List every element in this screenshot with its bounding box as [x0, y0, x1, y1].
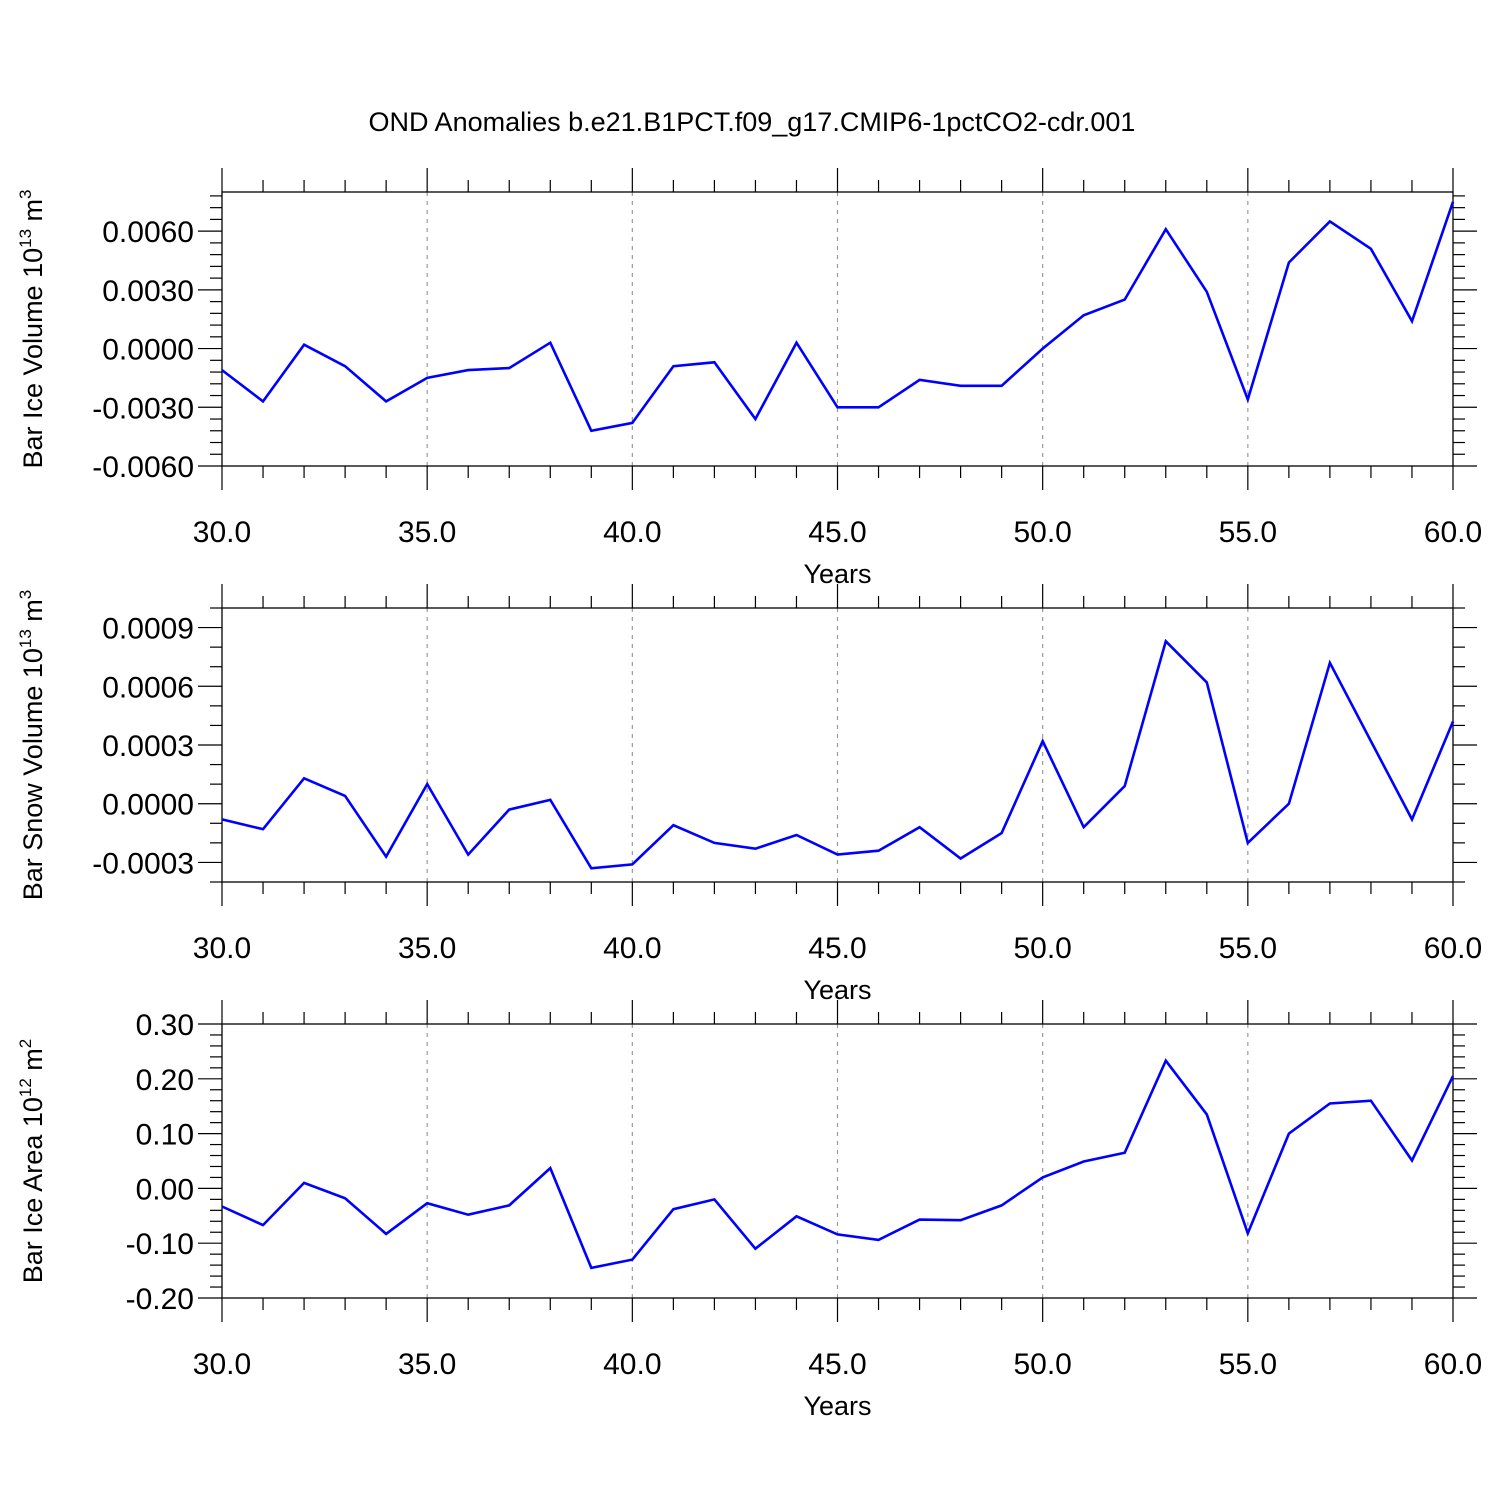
x-tick-label: 35.0: [398, 516, 456, 549]
x-tick-label: 50.0: [1013, 932, 1071, 965]
x-tick-label: 30.0: [193, 1348, 251, 1381]
series-line: [221, 638, 1455, 870]
y-tick-label: 0.0000: [102, 789, 194, 822]
y-axis-title-superscript: 3: [16, 189, 35, 198]
y-axis-title: Bar Snow Volume 1013 m3: [16, 590, 48, 901]
series-line: [221, 1058, 1455, 1270]
panel-1: -0.0060 -0.0030 0.0000 0.0030 0.0060 30.0 35.0…: [16, 168, 1482, 589]
panel-3: -0.20 -0.10 0.00 0.10 0.20 0.30 30.0 35.0 40.0 45…: [16, 1000, 1482, 1421]
y-axis-title-text: Bar Ice Volume 10: [18, 248, 48, 469]
x-tick-label: 45.0: [808, 516, 866, 549]
x-tick-label: 55.0: [1219, 516, 1277, 549]
y-axis-title: Bar Ice Volume 1013 m3: [16, 189, 48, 468]
y-tick-label: 0.20: [136, 1064, 194, 1097]
x-tick-label: 40.0: [603, 932, 661, 965]
x-tick-label: 45.0: [808, 1348, 866, 1381]
x-axis-title: Years: [803, 1391, 871, 1421]
y-tick-label: 0.0009: [102, 613, 194, 646]
y-axis-title-superscript: 2: [16, 1039, 35, 1048]
panels: -0.0060 -0.0030 0.0000 0.0030 0.0060 30.0 35.0…: [16, 168, 1482, 1421]
y-axis-title-text: Bar Ice Area 10: [18, 1097, 48, 1283]
panel-2: -0.0003 0.0000 0.0003 0.0006 0.0009 30.0 35.0 4…: [16, 584, 1482, 1005]
y-axis-title: Bar Ice Area 1012 m2: [16, 1039, 48, 1284]
y-tick-label: 0.10: [136, 1119, 194, 1152]
y-axis-title-superscript: 3: [16, 590, 35, 599]
x-tick-label: 35.0: [398, 1348, 456, 1381]
y-tick-label: -0.0003: [92, 847, 194, 880]
y-tick-label: 0.0000: [102, 334, 194, 367]
y-tick-label: 0.0030: [102, 275, 194, 308]
x-tick-label: 50.0: [1013, 1348, 1071, 1381]
x-tick-label: 55.0: [1219, 1348, 1277, 1381]
figure-title: OND Anomalies b.e21.B1PCT.f09_g17.CMIP6-…: [369, 107, 1136, 137]
y-axis-title-text: m: [18, 1048, 48, 1078]
x-tick-label: 50.0: [1013, 516, 1071, 549]
x-tick-label: 35.0: [398, 932, 456, 965]
x-tick-label: 55.0: [1219, 932, 1277, 965]
y-tick-label: -0.10: [126, 1228, 194, 1261]
y-tick-label: 0.0060: [102, 216, 194, 249]
x-tick-label: 30.0: [193, 932, 251, 965]
y-axis-title-superscript: 12: [16, 1078, 35, 1097]
x-tick-label: 60.0: [1424, 932, 1482, 965]
y-tick-label: 0.00: [136, 1173, 194, 1206]
y-tick-label: 0.0003: [102, 730, 194, 763]
y-tick-label: 0.30: [136, 1009, 194, 1042]
y-axis-title-superscript: 13: [16, 629, 35, 648]
y-axis-title-text: Bar Snow Volume 10: [18, 648, 48, 900]
y-axis-title-text: m: [18, 599, 48, 629]
x-tick-label: 60.0: [1424, 1348, 1482, 1381]
y-axis-title-superscript: 13: [16, 229, 35, 248]
x-tick-label: 45.0: [808, 932, 866, 965]
series-line: [221, 201, 1455, 433]
y-tick-label: -0.0030: [92, 392, 194, 425]
x-tick-label: 40.0: [603, 516, 661, 549]
y-axis-title-text: m: [18, 199, 48, 229]
y-tick-label: 0.0006: [102, 671, 194, 704]
x-tick-label: 30.0: [193, 516, 251, 549]
y-tick-label: -0.0060: [92, 451, 194, 484]
y-tick-label: -0.20: [126, 1283, 194, 1316]
x-tick-label: 40.0: [603, 1348, 661, 1381]
x-tick-label: 60.0: [1424, 516, 1482, 549]
